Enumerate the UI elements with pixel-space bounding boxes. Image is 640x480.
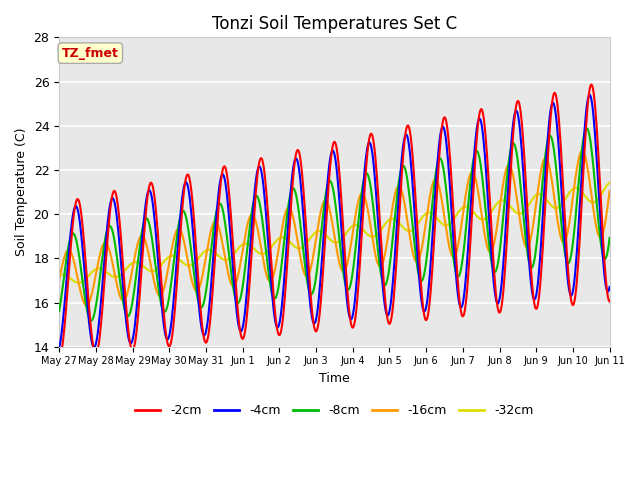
Title: Tonzi Soil Temperatures Set C: Tonzi Soil Temperatures Set C xyxy=(212,15,457,33)
Y-axis label: Soil Temperature (C): Soil Temperature (C) xyxy=(15,128,28,256)
Text: TZ_fmet: TZ_fmet xyxy=(62,47,119,60)
X-axis label: Time: Time xyxy=(319,372,350,385)
Legend: -2cm, -4cm, -8cm, -16cm, -32cm: -2cm, -4cm, -8cm, -16cm, -32cm xyxy=(130,399,539,422)
